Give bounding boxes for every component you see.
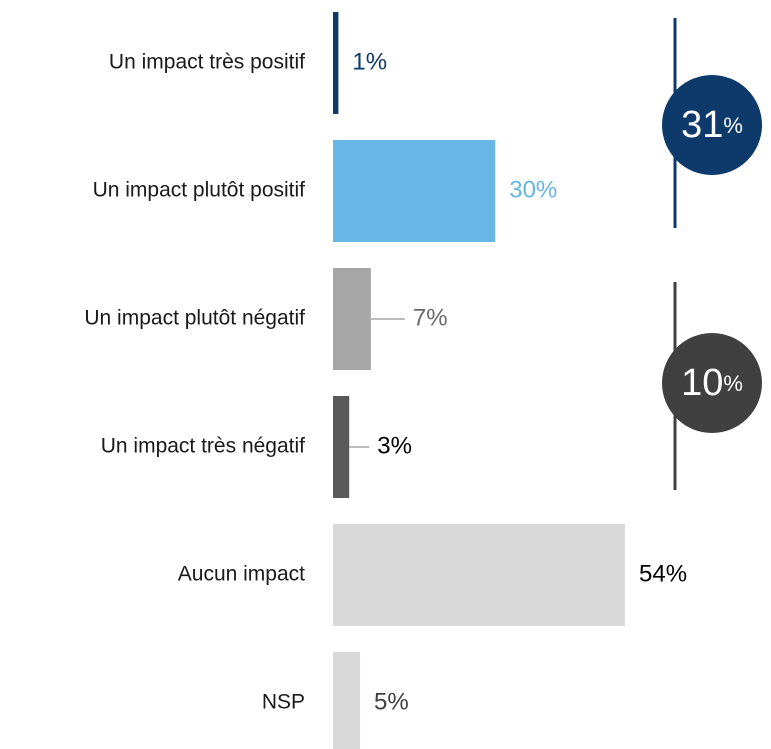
group-total: 31% (681, 104, 743, 146)
group-total-value: 31 (681, 104, 723, 146)
group-total: 10% (681, 362, 743, 404)
bar (333, 396, 350, 498)
group-badge (662, 333, 762, 433)
group-badge (662, 75, 762, 175)
group-total-unit: % (723, 113, 743, 138)
category-label: NSP (262, 691, 305, 714)
group-total-unit: % (723, 371, 743, 396)
value-label: 54% (639, 560, 687, 587)
bar (333, 268, 371, 370)
value-label: 5% (374, 688, 409, 715)
value-label: 7% (413, 304, 448, 331)
value-label: 1% (352, 48, 387, 75)
bar (333, 140, 496, 242)
category-label: Un impact très négatif (101, 435, 305, 458)
category-label: Aucun impact (178, 563, 305, 586)
value-label: 3% (377, 432, 412, 459)
bar (333, 12, 339, 114)
category-label: Un impact plutôt positif (93, 179, 306, 202)
value-label: 30% (509, 176, 557, 203)
group-total-value: 10 (681, 362, 723, 404)
category-label: Un impact très positif (109, 51, 305, 74)
bar (333, 524, 625, 626)
category-label: Un impact plutôt négatif (84, 307, 305, 330)
bar (333, 652, 361, 749)
